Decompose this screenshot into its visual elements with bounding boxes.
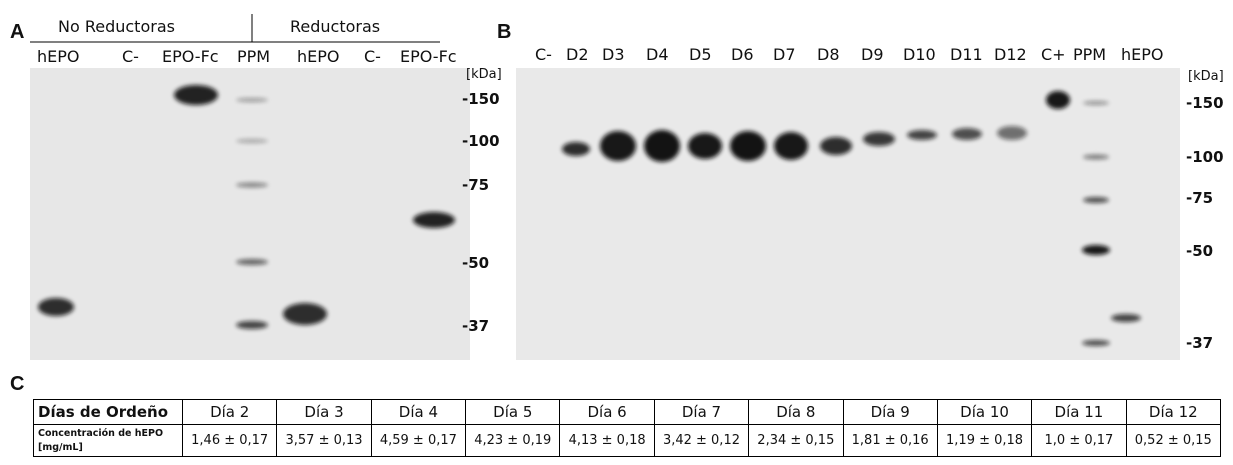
band: [236, 183, 268, 188]
band: [997, 126, 1027, 140]
band: [774, 132, 808, 160]
header-cell: Día 7: [654, 400, 748, 425]
marker-label: -37: [1186, 334, 1213, 352]
lane-label: D9: [861, 45, 884, 64]
lane-label: hEPO: [37, 47, 80, 66]
lane-label: C-: [122, 47, 139, 66]
lane-label: EPO-Fc: [400, 47, 457, 66]
band: [174, 85, 218, 105]
blot-b: [516, 68, 1180, 360]
band: [907, 130, 937, 140]
lane-label: D11: [950, 45, 983, 64]
band: [413, 212, 455, 228]
value-cell: 1,0 ± 0,17: [1032, 425, 1126, 457]
band: [600, 131, 636, 161]
band: [283, 303, 327, 325]
panel-label: B: [497, 21, 511, 43]
header-cell: Día 12: [1126, 400, 1220, 425]
value-cell: 3,42 ± 0,12: [654, 425, 748, 457]
row-label: [mg/mL]: [38, 441, 182, 455]
unit-label: [kDa]: [1188, 69, 1224, 84]
header-cell: Día 8: [749, 400, 843, 425]
lane-label: C-: [364, 47, 381, 66]
band: [1046, 91, 1070, 109]
blot-a: [30, 68, 470, 360]
group-label: No Reductoras: [58, 17, 175, 36]
band: [1083, 155, 1109, 160]
figure: A No Reductoras Reductoras B C hEPO C- EPO…: [0, 0, 1233, 465]
marker-label: -37: [462, 317, 489, 335]
value-cell: 4,59 ± 0,17: [371, 425, 465, 457]
lane-label: D8: [817, 45, 840, 64]
marker-label: -75: [1186, 189, 1213, 207]
marker-label: -100: [462, 132, 500, 150]
value-cell: 3,57 ± 0,13: [277, 425, 371, 457]
lane-label: D12: [994, 45, 1027, 64]
panel-label: C: [10, 373, 24, 395]
band: [730, 131, 766, 161]
lane-label: hEPO: [1121, 45, 1164, 64]
header-cell: Día 9: [843, 400, 937, 425]
marker-label: -50: [1186, 242, 1213, 260]
band: [1082, 245, 1110, 255]
row-header: Concentración de hEPO[mg/mL]: [34, 425, 183, 457]
lane-label: D10: [903, 45, 936, 64]
band: [1111, 314, 1141, 322]
marker-label: -150: [462, 90, 500, 108]
band: [688, 133, 722, 159]
band: [644, 130, 680, 162]
value-cell: 1,46 ± 0,17: [183, 425, 277, 457]
lane-label: D6: [731, 45, 754, 64]
lane-label: D3: [602, 45, 625, 64]
lane-label: PPM: [237, 47, 270, 66]
header-cell: Día 6: [560, 400, 654, 425]
band: [1083, 197, 1109, 203]
header-cell: Día 2: [183, 400, 277, 425]
lane-label: PPM: [1073, 45, 1106, 64]
header-cell: Día 3: [277, 400, 371, 425]
header-cell: Día 4: [371, 400, 465, 425]
band: [1083, 101, 1109, 105]
lane-label: D2: [566, 45, 589, 64]
value-cell: 1,19 ± 0,18: [937, 425, 1031, 457]
lane-label: D7: [773, 45, 796, 64]
marker-label: -75: [462, 176, 489, 194]
band: [952, 128, 982, 140]
value-cell: 2,34 ± 0,15: [749, 425, 843, 457]
value-cell: 1,81 ± 0,16: [843, 425, 937, 457]
lane-label: C+: [1041, 45, 1066, 64]
band: [562, 142, 590, 156]
band: [236, 321, 268, 329]
band: [38, 298, 74, 316]
marker-label: -100: [1186, 148, 1224, 166]
band: [236, 259, 268, 265]
lane-label: EPO-Fc: [162, 47, 219, 66]
band: [820, 137, 852, 155]
panel-label: A: [10, 21, 24, 43]
value-cell: 4,13 ± 0,18: [560, 425, 654, 457]
lane-label: C-: [535, 45, 552, 64]
value-cell: 4,23 ± 0,19: [466, 425, 560, 457]
row-header: Días de Ordeño: [34, 400, 183, 425]
lane-label: D4: [646, 45, 669, 64]
page: {"panel_a": {"label": "A", "groups": ["N…: [0, 0, 1233, 465]
header-cell: Día 5: [466, 400, 560, 425]
lane-label: hEPO: [297, 47, 340, 66]
marker-label: -150: [1186, 94, 1224, 112]
header-cell: Día 11: [1032, 400, 1126, 425]
band: [863, 132, 895, 146]
marker-label: -50: [462, 254, 489, 272]
row-label: Concentración de hEPO: [38, 427, 182, 441]
value-cell: 0,52 ± 0,15: [1126, 425, 1220, 457]
group-label: Reductoras: [290, 17, 380, 36]
band: [1082, 340, 1110, 346]
header-cell: Día 10: [937, 400, 1031, 425]
unit-label: [kDa]: [466, 67, 502, 82]
band: [236, 98, 268, 102]
lane-label: D5: [689, 45, 712, 64]
band: [236, 139, 268, 143]
